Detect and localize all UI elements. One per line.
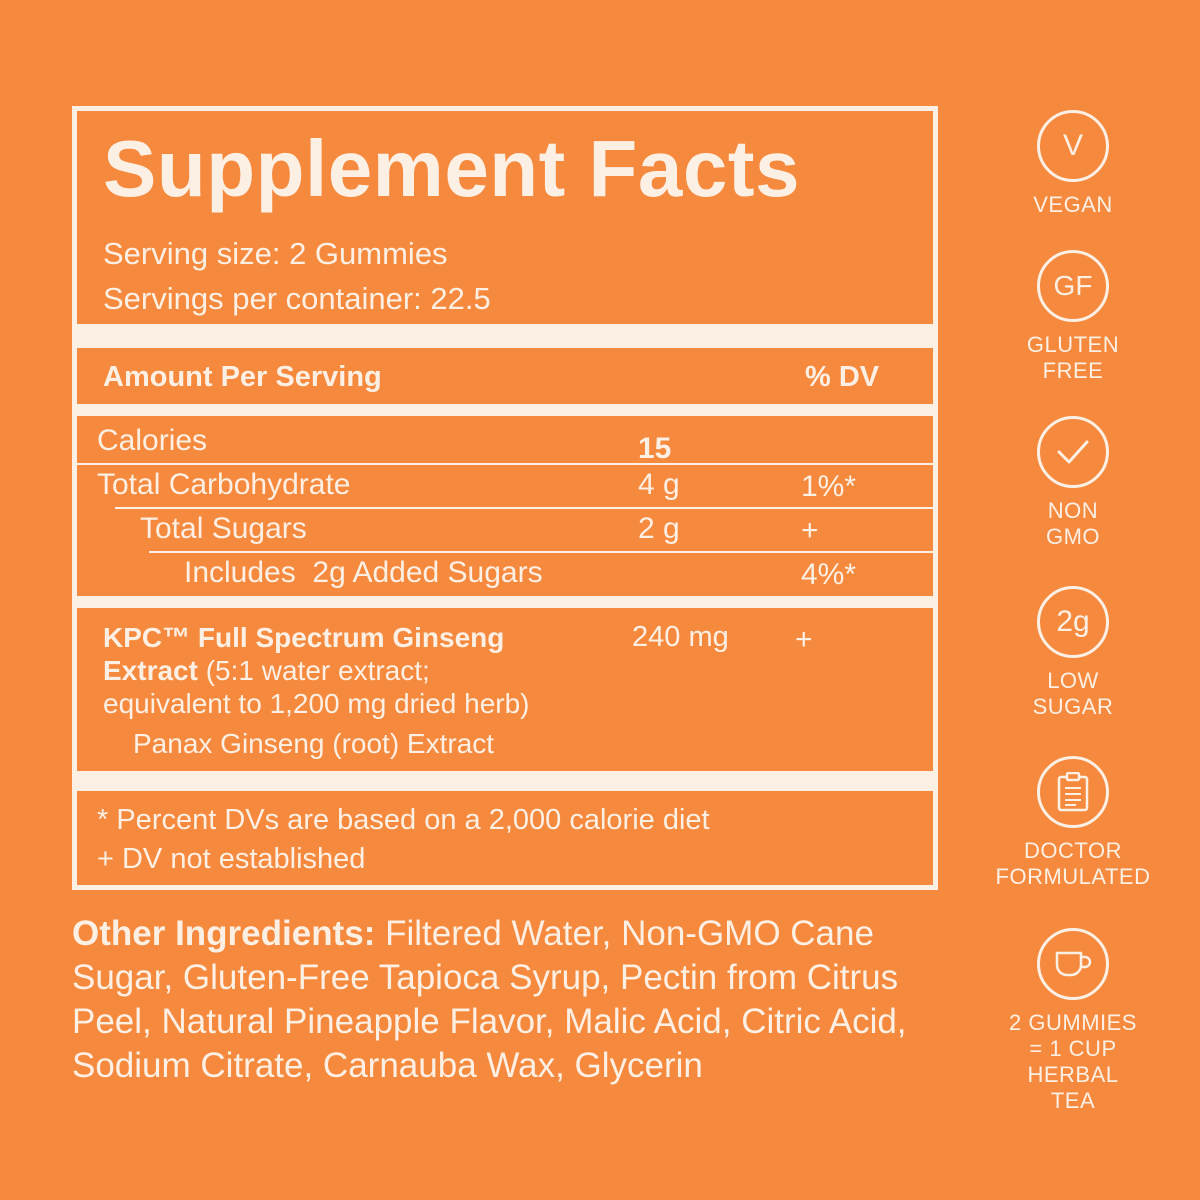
- serving-size: Serving size: 2 Gummies: [103, 236, 448, 271]
- other-ingredients-text: Filtered Water, Non-GMO Cane Sugar, Glut…: [72, 914, 907, 1085]
- row-divider: [77, 463, 933, 465]
- badge-label: 2 GUMMIES = 1 CUP HERBAL TEA: [1009, 1010, 1137, 1113]
- badge-doctor-formulated: DOCTOR FORMULATED: [990, 756, 1156, 890]
- row-amount-total-carbohydrate: 4 g: [638, 468, 680, 501]
- row-amount-calories: 15: [638, 432, 672, 465]
- badge-vegan: V VEGAN: [990, 110, 1156, 218]
- supplement-facts-panel: Supplement Facts Serving size: 2 Gummies…: [72, 106, 938, 890]
- panel-title: Supplement Facts: [103, 124, 801, 213]
- badge-label: LOW SUGAR: [1032, 668, 1114, 719]
- dv-header: % DV: [805, 361, 880, 393]
- row-name-added-sugars: Includes 2g Added Sugars: [184, 556, 543, 589]
- tea-cup-icon: [1037, 928, 1109, 1000]
- footnotes: * Percent DVs are based on a 2,000 calor…: [97, 801, 710, 879]
- other-ingredients: Other Ingredients: Filtered Water, Non-G…: [72, 912, 972, 1088]
- kpc-amount: 240 mg: [632, 621, 729, 653]
- row-divider: [115, 507, 933, 509]
- kpc-equivalent: equivalent to 1,200 mg dried herb): [103, 688, 530, 719]
- badge-low-sugar: 2g LOW SUGAR: [990, 586, 1156, 720]
- other-ingredients-label: Other Ingredients:: [72, 914, 376, 953]
- row-amount-total-sugars: 2 g: [638, 512, 680, 545]
- medium-divider: [77, 404, 933, 416]
- kpc-ingredient: KPC™ Full Spectrum Ginseng Extract (5:1 …: [103, 621, 530, 760]
- badge-label: DOCTOR FORMULATED: [995, 838, 1151, 889]
- row-dv-added-sugars: 4%*: [801, 558, 857, 591]
- amount-per-serving-header: Amount Per Serving: [103, 361, 382, 393]
- medium-divider: [77, 596, 933, 608]
- row-name-total-sugars: Total Sugars: [140, 512, 307, 545]
- row-dv-total-sugars: +: [801, 514, 819, 547]
- kpc-sub-ingredient: Panax Ginseng (root) Extract: [133, 728, 495, 759]
- thick-divider: [77, 771, 933, 791]
- servings-per-container: Servings per container: 22.5: [103, 281, 491, 316]
- check-icon: [1037, 416, 1109, 488]
- serving-info: Serving size: 2 Gummies Servings per con…: [103, 231, 491, 321]
- badge-herbal-tea: 2 GUMMIES = 1 CUP HERBAL TEA: [990, 928, 1156, 1114]
- kpc-name-line1: KPC™ Full Spectrum Ginseng: [103, 622, 505, 653]
- row-name-calories: Calories: [97, 424, 208, 457]
- kpc-name-extract-ratio: (5:1 water extract;: [197, 655, 430, 686]
- badge-label: NON GMO: [1045, 498, 1101, 549]
- clipboard-icon: [1037, 756, 1109, 828]
- thick-divider: [77, 324, 933, 348]
- kpc-name-line2: Extract: [103, 655, 198, 686]
- kpc-dv: +: [795, 623, 813, 656]
- badge-label: GLUTEN FREE: [1026, 332, 1120, 383]
- gluten-free-icon: GF: [1037, 250, 1109, 322]
- row-divider: [149, 551, 933, 553]
- row-dv-total-carbohydrate: 1%*: [801, 470, 857, 503]
- badge-gluten-free: GF GLUTEN FREE: [990, 250, 1156, 384]
- footnote-dv-not-established: + DV not established: [97, 843, 366, 875]
- low-sugar-icon: 2g: [1037, 586, 1109, 658]
- vegan-icon: V: [1037, 110, 1109, 182]
- footnote-dv-basis: * Percent DVs are based on a 2,000 calor…: [97, 804, 710, 836]
- badge-label: VEGAN: [1033, 192, 1113, 217]
- row-name-total-carbohydrate: Total Carbohydrate: [97, 468, 351, 501]
- badge-non-gmo: NON GMO: [990, 416, 1156, 550]
